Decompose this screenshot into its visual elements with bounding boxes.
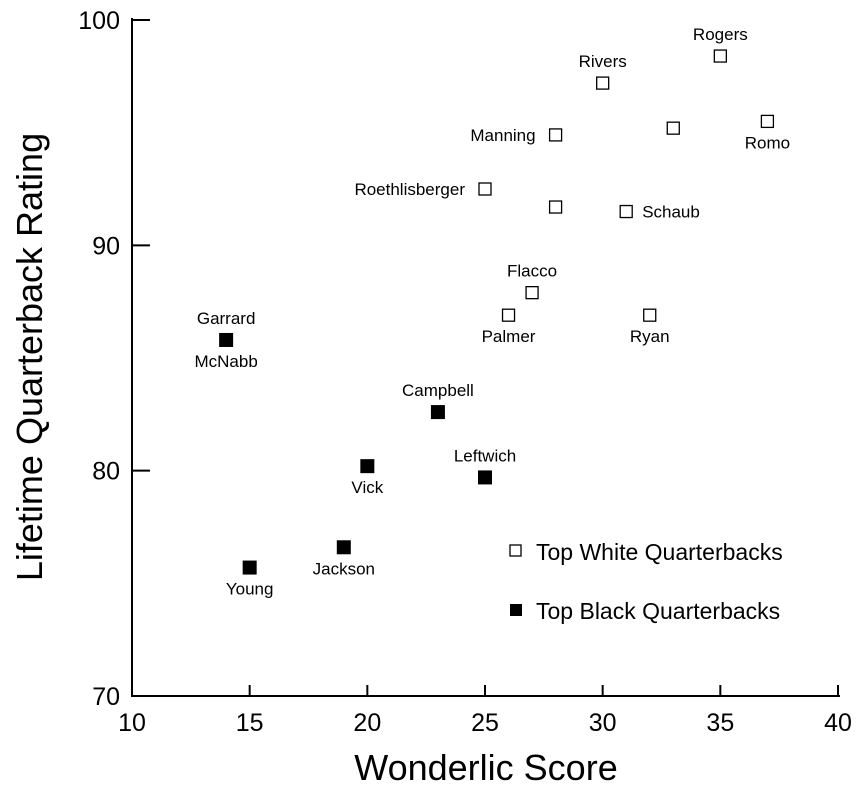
x-tick-label: 30 — [589, 709, 617, 737]
point-label-vick: Vick — [351, 478, 383, 497]
data-point-white — [525, 286, 539, 300]
point-label-schaub: Schaub — [642, 203, 700, 222]
data-point-black — [478, 470, 492, 485]
point-label-palmer: Palmer — [482, 327, 536, 346]
legend-marker-black — [510, 604, 522, 616]
point-label-young: Young — [226, 580, 274, 599]
point-label-campbell: Campbell — [402, 381, 474, 400]
data-point-white — [666, 121, 680, 135]
y-axis-title: Lifetime Quarterback Rating — [9, 133, 50, 581]
x-tick-label: 10 — [118, 709, 146, 737]
point-labels: Rogers Rivers Manning Romo Roethlisberger Sch… — [194, 25, 790, 599]
plot-points — [219, 49, 775, 575]
legend-label-black: Top Black Quarterbacks — [536, 598, 780, 624]
point-label-roethlisberger: Roethlisberger — [354, 180, 465, 199]
y-ticks: 70 80 90 100 — [78, 7, 150, 711]
x-tick-label: 15 — [236, 709, 264, 737]
data-point-white — [548, 200, 563, 214]
legend: Top White Quarterbacks Top Black Quarter… — [509, 539, 783, 624]
point-label-leftwich: Leftwich — [454, 446, 516, 465]
data-point-white — [643, 308, 657, 322]
point-label-rivers: Rivers — [579, 52, 627, 71]
y-tick-label: 70 — [92, 683, 120, 711]
x-ticks: 10 15 20 25 30 35 40 — [118, 685, 852, 737]
y-tick-label: 80 — [92, 458, 120, 486]
x-axis-title: Wonderlic Score — [354, 747, 617, 788]
data-point-white — [619, 204, 633, 219]
x-tick-label: 25 — [471, 709, 499, 737]
point-label-manning: Manning — [470, 126, 535, 145]
point-label-ryan: Ryan — [630, 327, 670, 346]
x-tick-label: 40 — [824, 709, 852, 737]
data-point-black — [336, 540, 351, 555]
point-label-rogers: Rogers — [693, 25, 748, 44]
x-tick-label: 20 — [353, 709, 381, 737]
data-point-black — [360, 459, 375, 474]
point-label-garrard: Garrard — [197, 309, 256, 328]
legend-label-white: Top White Quarterbacks — [536, 539, 783, 565]
data-point-white — [713, 49, 727, 63]
data-point-white — [548, 128, 563, 142]
x-tick-label: 35 — [706, 709, 734, 737]
point-label-romo: Romo — [745, 133, 790, 152]
point-label-mcnabb: McNabb — [194, 352, 257, 371]
data-point-black — [430, 405, 445, 420]
data-point-black — [242, 560, 257, 575]
point-label-jackson: Jackson — [313, 559, 375, 578]
data-point-white — [760, 114, 775, 129]
point-label-flacco: Flacco — [507, 262, 557, 281]
data-point-white — [501, 308, 516, 322]
y-tick-label: 100 — [78, 7, 120, 35]
data-point-white — [596, 76, 610, 90]
legend-marker-white — [509, 544, 522, 557]
y-tick-label: 90 — [92, 232, 120, 260]
data-point-black — [219, 332, 234, 347]
data-point-white — [478, 182, 492, 196]
